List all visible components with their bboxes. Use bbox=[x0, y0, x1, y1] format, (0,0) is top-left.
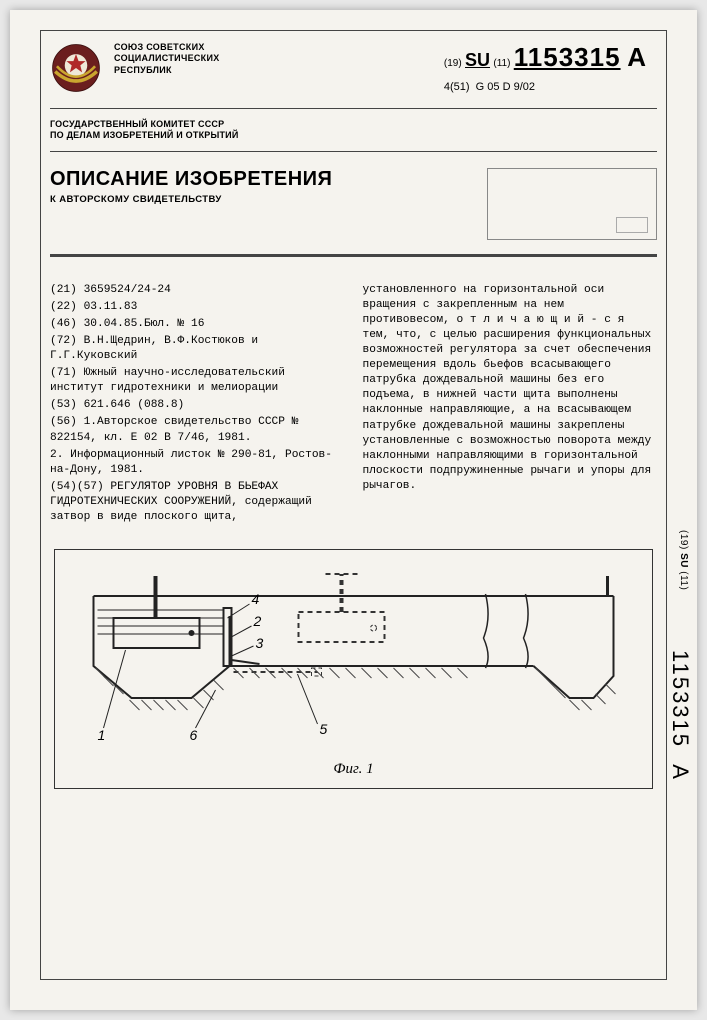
side-number: 1153315 A bbox=[667, 650, 693, 781]
stamp-placeholder bbox=[487, 168, 657, 240]
page: СОЮЗ СОВЕТСКИХ СОЦИАЛИСТИЧЕСКИХ РЕСПУБЛИ… bbox=[10, 10, 697, 1010]
side-code: (19) SU (11) bbox=[678, 530, 689, 590]
